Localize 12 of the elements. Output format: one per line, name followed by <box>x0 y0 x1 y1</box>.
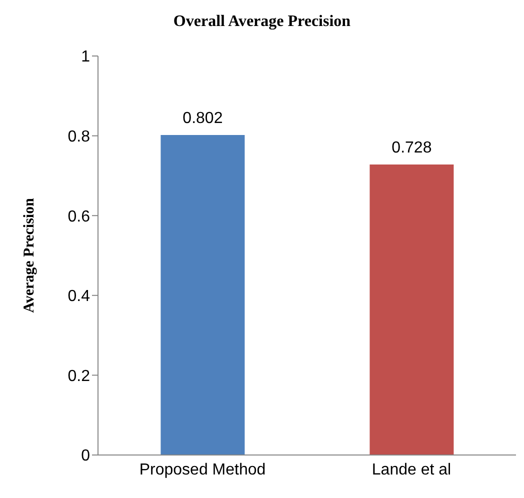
chart-title: Overall Average Precision <box>172 12 352 32</box>
y-axis-title: Average Precision <box>21 197 38 313</box>
data-label: 0.802 <box>182 110 223 127</box>
data-label: 0.728 <box>392 140 432 157</box>
y-tick-label: 1 <box>81 48 90 66</box>
y-tick-label: 0 <box>81 448 90 465</box>
y-tick-label: 0.8 <box>68 128 90 146</box>
x-tick-label: Proposed Method <box>139 461 266 478</box>
y-tick-label: 0.4 <box>68 288 90 306</box>
y-tick-label: 0.2 <box>68 368 90 385</box>
x-tick-label: Lande et al <box>372 461 452 478</box>
y-tick-label: 0.6 <box>68 208 90 226</box>
